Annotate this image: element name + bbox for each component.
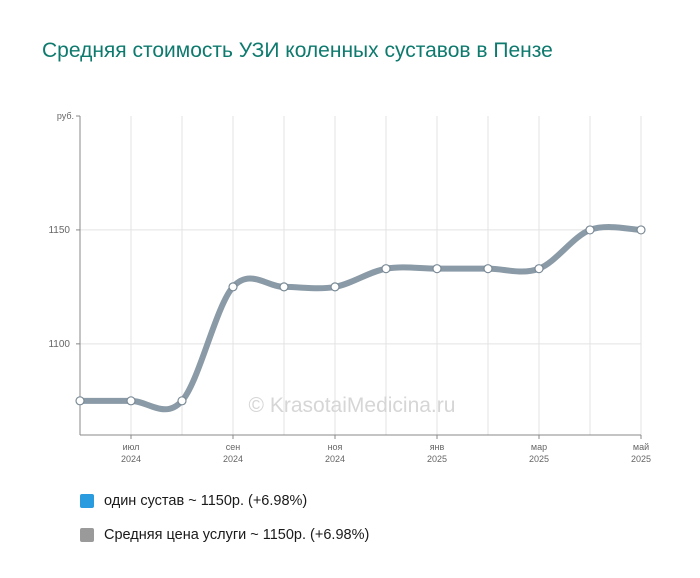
legend-label-one-joint: один сустав ~ 1150р. (+6.98%) [104,493,308,509]
x-tick-label-month: мар [531,442,547,452]
data-point [534,264,544,274]
series-layer [75,224,646,413]
x-tick-label-year: 2025 [631,454,651,464]
data-point [636,225,646,235]
data-point [126,396,136,406]
data-point [228,282,238,292]
x-tick-label-month: ноя [328,442,343,452]
legend: один сустав ~ 1150р. (+6.98%) Средняя це… [80,484,369,552]
data-point [585,225,595,235]
legend-item-average[interactable]: Средняя цена услуги ~ 1150р. (+6.98%) [80,518,369,552]
y-unit-label: руб. [57,111,74,121]
series-line [77,224,644,413]
data-point [483,264,493,274]
x-tick-label-year: 2024 [223,454,243,464]
legend-label-average: Средняя цена услуги ~ 1150р. (+6.98%) [104,527,370,543]
y-tick-label: 1100 [48,339,70,350]
x-tick-label-month: июл [123,442,140,452]
x-tick-label-month: янв [430,442,445,452]
axes [76,115,642,439]
watermark: © KrasotaiMedicina.ru [249,394,456,417]
legend-item-one-joint[interactable]: один сустав ~ 1150р. (+6.98%) [80,484,369,518]
x-tick-label-year: 2024 [121,454,141,464]
y-tick-label: 1150 [48,225,70,236]
x-tick-label-year: 2025 [529,454,549,464]
data-point [432,264,442,274]
data-point [279,282,289,292]
x-tick-label-year: 2024 [325,454,345,464]
legend-swatch-average [80,528,94,542]
x-tick-label-year: 2025 [427,454,447,464]
data-point [330,282,340,292]
data-point [75,396,85,406]
x-tick-label-month: сен [226,442,241,452]
x-tick-label-month: май [633,442,649,452]
grid [80,116,642,435]
tick-labels: руб. 1100 1150 июл 2024 сен 2024 ноя 2024 янв 2025… [48,111,651,464]
chart-title: Средняя стоимость УЗИ коленных суставов … [42,39,553,62]
data-point [381,264,391,274]
legend-swatch-one-joint [80,494,94,508]
data-point [177,396,187,406]
